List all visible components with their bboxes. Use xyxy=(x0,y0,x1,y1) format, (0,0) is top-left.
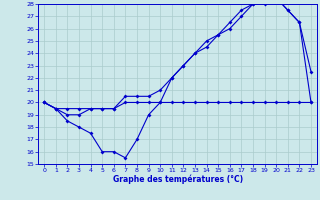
X-axis label: Graphe des températures (°C): Graphe des températures (°C) xyxy=(113,175,243,184)
